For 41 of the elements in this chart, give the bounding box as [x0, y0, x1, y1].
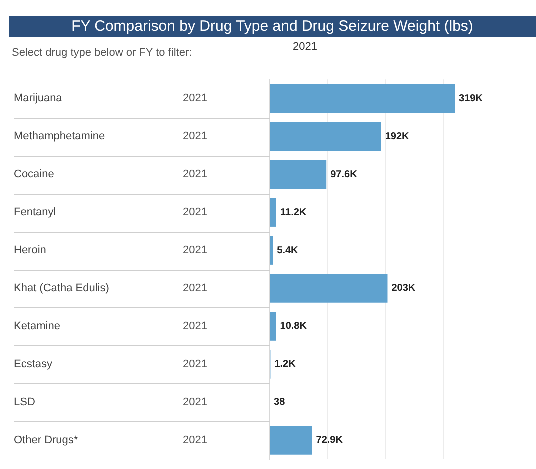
bar — [270, 198, 276, 227]
y-tick-label: Other Drugs* — [14, 434, 79, 446]
bar — [270, 122, 382, 152]
text: 2021 — [183, 244, 208, 257]
bar — [270, 312, 276, 341]
data-label: 319K — [459, 93, 484, 104]
bar — [270, 274, 388, 303]
y-tick-label: Ketamine — [14, 320, 60, 332]
text: 2021 — [183, 396, 208, 408]
text: 2021 — [183, 320, 208, 332]
text: 2021 — [183, 168, 208, 181]
y-tick-label: Khat (Catha Edulis) — [14, 282, 110, 295]
text: 2021 — [183, 358, 208, 370]
data-label: 192K — [385, 131, 410, 142]
data-label: 72.9K — [316, 435, 344, 446]
data-label: 1.2K — [274, 359, 297, 370]
y-tick-label: Heroin — [14, 244, 46, 257]
chart-title: FY Comparison by Drug Type and Drug Seizure Weight (lbs) — [9, 16, 536, 37]
text: 2021 — [183, 130, 208, 143]
data-label: 10.8K — [280, 321, 308, 332]
text: 2021 — [183, 206, 208, 219]
y-tick-label: Cocaine — [14, 168, 54, 181]
bar — [270, 160, 327, 189]
data-label: 11.2K — [280, 207, 308, 218]
data-label: 5.4K — [277, 245, 300, 256]
data-label: 203K — [392, 283, 416, 294]
text: 2021 — [183, 92, 208, 105]
text: 2021 — [293, 41, 318, 53]
bar — [270, 236, 274, 265]
text: 2021 — [183, 282, 208, 295]
y-tick-label: Fentanyl — [14, 206, 56, 219]
y-tick-label: Methamphetamine — [14, 130, 106, 143]
bar — [270, 84, 456, 114]
text: Select drug type below or FY to filter: — [12, 47, 192, 59]
y-tick-label: Marijuana — [14, 92, 64, 105]
data-label: 97.6K — [330, 169, 358, 180]
y-tick-label: LSD — [14, 396, 36, 408]
text: 2021 — [183, 434, 208, 446]
data-label: 38 — [274, 397, 286, 408]
bar — [270, 426, 312, 455]
y-tick-label: Ecstasy — [14, 358, 54, 370]
